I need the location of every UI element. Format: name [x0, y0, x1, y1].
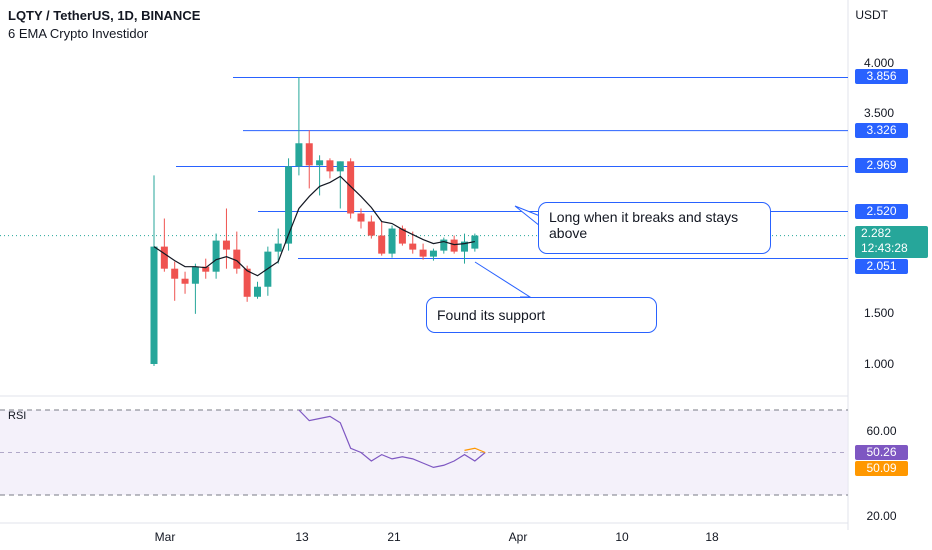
- candle-body: [429, 250, 437, 257]
- level-badge: 2.969: [855, 158, 908, 173]
- y-tick-label: 1.000: [863, 357, 894, 371]
- indicator-name[interactable]: 6 EMA Crypto Investidor: [8, 26, 149, 41]
- candle-body: [222, 240, 230, 250]
- support-callout-pointer: [474, 261, 532, 298]
- level-badge: 3.326: [855, 123, 908, 138]
- x-tick-label: 10: [615, 530, 629, 544]
- candle-body: [233, 249, 241, 269]
- candle-body: [450, 239, 458, 252]
- candle-body: [347, 161, 355, 214]
- candle-body: [336, 161, 344, 172]
- rsi-ma-line: [464, 447, 486, 454]
- candle-body: [202, 266, 210, 272]
- x-tick-label: 18: [705, 530, 719, 544]
- rsi-tick-label: 20.00: [866, 509, 897, 523]
- candle-body: [388, 228, 396, 254]
- candle-body: [461, 241, 468, 252]
- rsi-value-badge: 50.26: [855, 445, 908, 460]
- candle-body: [305, 143, 313, 166]
- long-callout-pointer: [514, 205, 546, 227]
- long-entry-callout[interactable]: Long when it breaks and stays above: [538, 202, 771, 254]
- candle-body: [212, 240, 220, 272]
- candle-body: [243, 268, 251, 297]
- candle-body: [316, 160, 324, 166]
- currency-label: USDT: [855, 8, 888, 22]
- rsi-tick-label: 60.00: [866, 424, 897, 438]
- candle-body: [398, 228, 406, 244]
- candle-body: [274, 243, 282, 252]
- rsi-label: RSI: [8, 410, 27, 422]
- candle-body: [367, 221, 375, 236]
- candle-body: [181, 278, 189, 284]
- x-tick-label: Mar: [154, 530, 176, 544]
- bar-countdown: 12:43:28: [861, 241, 908, 255]
- candle-body: [160, 246, 168, 269]
- y-tick-label: 1.500: [863, 306, 894, 320]
- candle-body: [326, 160, 334, 172]
- candle-body: [295, 143, 303, 167]
- x-tick-label: 21: [387, 530, 401, 544]
- candle-body: [378, 235, 386, 254]
- current-price: 2.282: [861, 226, 892, 240]
- current-price-badge: 2.282 12:43:28: [855, 226, 928, 258]
- candle-body: [254, 286, 261, 297]
- candle-body: [440, 239, 448, 251]
- level-badge: 2.520: [855, 204, 908, 219]
- candle-body: [285, 166, 293, 244]
- rsi-line: [298, 409, 486, 468]
- level-badge: 2.051: [855, 259, 908, 274]
- x-tick-label: 13: [295, 530, 309, 544]
- x-tick-label: Apr: [508, 530, 528, 544]
- y-tick-label: 4.000: [863, 56, 894, 70]
- symbol-title[interactable]: LQTY / TetherUS, 1D, BINANCE: [8, 8, 201, 23]
- candle-body: [357, 213, 365, 222]
- y-tick-label: 3.500: [863, 106, 894, 120]
- candle-body: [419, 249, 427, 257]
- candle-body: [150, 246, 158, 364]
- candle-body: [409, 243, 417, 250]
- ema-line: [153, 175, 475, 277]
- support-callout[interactable]: Found its support: [426, 297, 657, 333]
- candle-body: [171, 268, 179, 279]
- rsi-ma-badge: 50.09: [855, 461, 908, 476]
- level-badge: 3.856: [855, 69, 908, 84]
- candle-body: [191, 266, 199, 284]
